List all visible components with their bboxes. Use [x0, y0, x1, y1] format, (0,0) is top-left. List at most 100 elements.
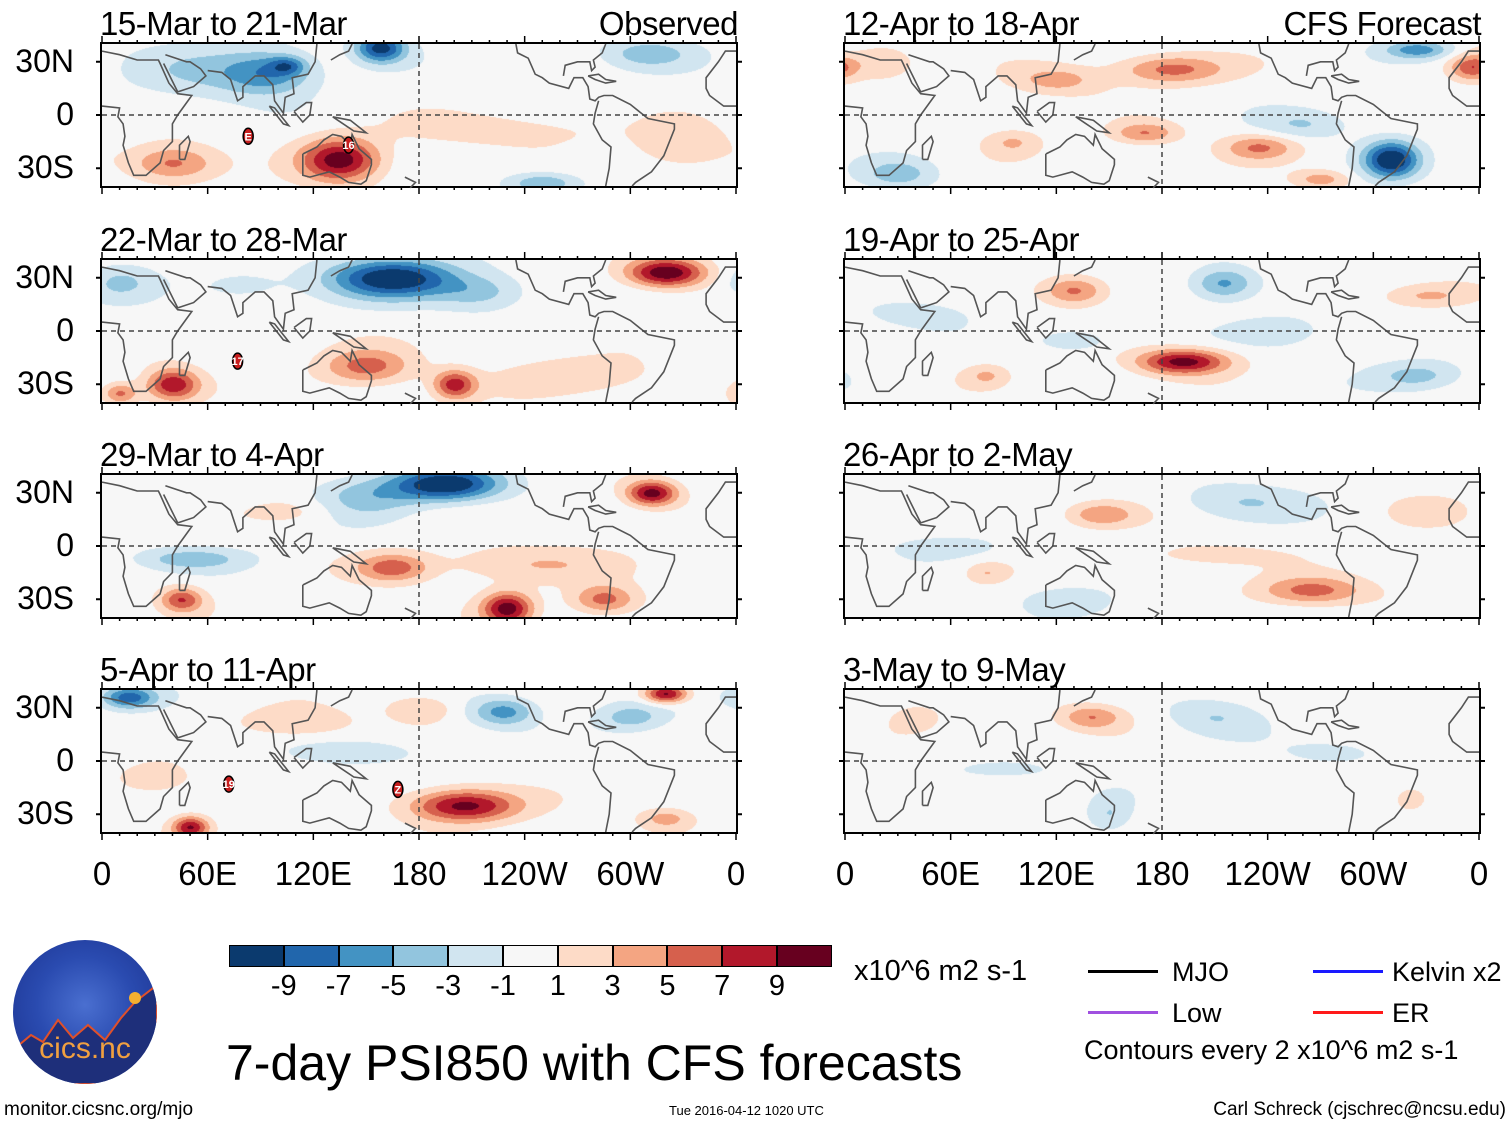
storm-icon	[223, 775, 235, 793]
panel-title: 5-Apr to 11-Apr	[100, 651, 316, 688]
logo-mountains-icon	[13, 983, 157, 1084]
legend-low-label: Low	[1172, 998, 1222, 1028]
panel-title: 15-Mar to 21-Mar	[100, 5, 347, 42]
coastlines	[844, 43, 1479, 189]
lon-tick-label: 0	[835, 855, 855, 892]
colorbar-units: x10^6 m2 s-1	[854, 955, 1028, 987]
colorbar-swatch	[229, 945, 284, 967]
colorbar-swatch	[667, 945, 723, 967]
figure-title: 7-day PSI850 with CFS forecasts	[226, 1035, 963, 1091]
coastlines	[101, 689, 736, 835]
lon-tick-label: 120E	[274, 855, 352, 892]
lat-tick-label: 30N	[15, 42, 74, 79]
lat-tick-label: 0	[56, 312, 74, 348]
panel-title: 19-Apr to 25-Apr	[843, 221, 1079, 258]
lon-tick-label: 0	[726, 855, 746, 892]
lon-tick-label: 120W	[481, 855, 568, 892]
colorbar-swatch	[777, 945, 832, 967]
lon-tick-label: 60W	[1339, 855, 1408, 892]
legend-mjo-label: MJO	[1172, 957, 1229, 987]
map-overlay: 17	[96, 252, 742, 410]
colorbar-swatch	[283, 945, 339, 967]
panel-title: 22-Mar to 28-Mar	[100, 221, 347, 258]
storm-icon	[392, 780, 404, 799]
legend-low-line	[1088, 1011, 1158, 1014]
map-panel: 17	[96, 252, 742, 410]
colorbar-swatch	[503, 945, 558, 967]
map-overlay	[839, 467, 1485, 625]
lat-tick-label: 0	[56, 96, 74, 132]
lon-tick-label: 120E	[1017, 855, 1095, 892]
storm-marker: Z	[392, 780, 404, 799]
legend-kelvin-label: Kelvin x2	[1392, 957, 1502, 987]
coastlines	[101, 474, 736, 620]
panel-source-label: CFS Forecast	[1283, 5, 1481, 42]
colorbar-tick-label: 3	[604, 970, 621, 1002]
map-overlay: E 16	[96, 36, 742, 194]
map-panel	[839, 682, 1485, 840]
map-overlay	[839, 252, 1485, 410]
coastlines	[101, 259, 736, 405]
map-overlay	[839, 36, 1485, 194]
lon-tick-label: 0	[1469, 855, 1489, 892]
contours-note: Contours every 2 x10^6 m2 s-1	[1084, 1035, 1459, 1065]
coastlines	[844, 474, 1479, 620]
legend-er-label: ER	[1392, 998, 1430, 1028]
colorbar-tick-label: -7	[325, 970, 352, 1002]
coastlines	[844, 259, 1479, 405]
map-panel	[839, 36, 1485, 194]
panel-source-label: Observed	[598, 5, 739, 42]
map-panel	[839, 467, 1485, 625]
colorbar-tick-label: 1	[549, 970, 566, 1002]
colorbar-tick-label: 5	[659, 970, 676, 1002]
lat-tick-label: 30N	[15, 473, 74, 510]
storm-label: 16	[342, 140, 354, 152]
storm-marker: E	[242, 127, 254, 146]
legend-mjo-line	[1088, 970, 1158, 973]
lat-tick-label: 30S	[17, 149, 74, 186]
colorbar-tick-label: 9	[768, 970, 786, 1002]
colorbar-swatch	[338, 945, 394, 967]
map-overlay	[839, 682, 1485, 840]
logo-text: cics.nc	[39, 1032, 131, 1065]
storm-marker: 16	[342, 136, 355, 154]
colorbar-tick-label: -5	[380, 970, 407, 1002]
map-panel	[839, 252, 1485, 410]
map-panel: E 16	[96, 36, 742, 194]
source-url[interactable]: monitor.cicsnc.org/mjo	[4, 1099, 194, 1120]
storm-icon	[242, 127, 254, 146]
timestamp: Tue 2016-04-12 1020 UTC	[669, 1103, 824, 1118]
colorbar-swatch	[448, 945, 503, 967]
lat-tick-label: 30S	[17, 580, 74, 617]
storm-label: E	[245, 131, 252, 143]
colorbar-swatch	[722, 945, 777, 967]
lat-tick-label: 30N	[15, 258, 74, 295]
colorbar-swatch	[557, 945, 613, 967]
lon-tick-label: 120W	[1224, 855, 1311, 892]
coastlines	[844, 689, 1479, 835]
storm-label: 19	[223, 779, 235, 791]
map-overlay	[96, 467, 742, 625]
lon-tick-label: 0	[92, 855, 112, 892]
author-credit: Carl Schreck (cjschrec@ncsu.edu)	[1213, 1099, 1506, 1120]
colorbar-tick-label: -1	[490, 970, 516, 1002]
storm-marker: 17	[231, 352, 244, 370]
lat-tick-label: 0	[56, 527, 74, 563]
lon-tick-label: 60W	[596, 855, 665, 892]
storm-icon	[342, 136, 355, 154]
panel-title: 29-Mar to 4-Apr	[100, 436, 324, 473]
colorbar-tick-label: -9	[270, 970, 297, 1002]
map-panel	[96, 467, 742, 625]
lat-tick-label: 30N	[15, 688, 74, 725]
panel-title: 12-Apr to 18-Apr	[843, 5, 1079, 42]
lat-tick-label: 30S	[17, 795, 74, 832]
storm-label: 17	[231, 356, 243, 368]
legend-kelvin-line	[1313, 970, 1383, 973]
colorbar-tick-label: 7	[714, 970, 731, 1002]
lat-tick-label: 30S	[17, 365, 74, 402]
colorbar-swatch	[612, 945, 668, 967]
coastlines	[101, 43, 736, 189]
storm-icon	[231, 352, 244, 370]
colorbar-swatch	[393, 945, 449, 967]
map-overlay: 19 Z	[96, 682, 742, 840]
